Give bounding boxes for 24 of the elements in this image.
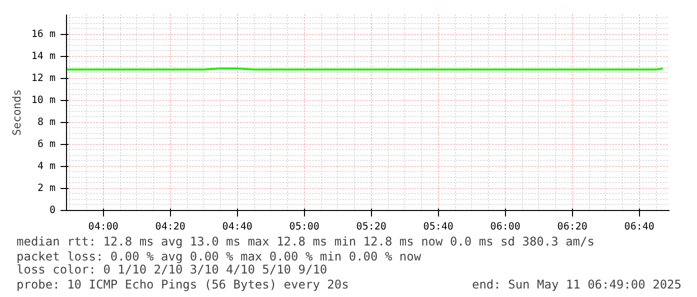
x-tick-label: 06:20	[557, 222, 588, 232]
y-tick-label: 14 m	[31, 50, 56, 62]
x-tick-label: 06:00	[490, 222, 520, 232]
text: end: Sun May 11 06:49:00 2025	[472, 278, 682, 292]
text: median rtt: 12.8 ms avg 13.0 ms max 12.8 ms min 12.8 ms now 0.0 ms sd 380.3 am/s	[16, 234, 594, 248]
y-axis-title: Seconds	[10, 89, 24, 136]
y-tick-label: 0	[49, 205, 56, 216]
x-tick-label: 04:20	[155, 222, 186, 232]
text: probe: 10 ICMP Echo Pings (56 Bytes) every 20s	[16, 278, 349, 292]
y-tick-label: 4 m	[37, 160, 56, 172]
x-tick-label: 05:00	[289, 222, 320, 232]
text: loss color: 0 1/10 2/10 3/10 4/10 5/10 9/10	[16, 262, 328, 276]
y-tick-label: 16 m	[31, 28, 56, 40]
y-tick-label: 2 m	[37, 182, 56, 194]
y-tick-label: 6 m	[37, 138, 56, 150]
text: packet loss: 0.00 % avg 0.00 % max 0.00 % min 0.00 % now	[16, 250, 422, 264]
y-tick-label: 12 m	[31, 72, 56, 84]
y-tick-label: 8 m	[37, 116, 56, 128]
x-tick-label: 04:40	[222, 222, 252, 232]
x-tick-label: 04:00	[88, 222, 118, 232]
y-tick-label: 10 m	[31, 94, 56, 106]
x-tick-label: 05:20	[356, 222, 386, 232]
x-tick-label: 06:40	[624, 222, 654, 232]
x-tick-label: 05:40	[423, 222, 454, 232]
